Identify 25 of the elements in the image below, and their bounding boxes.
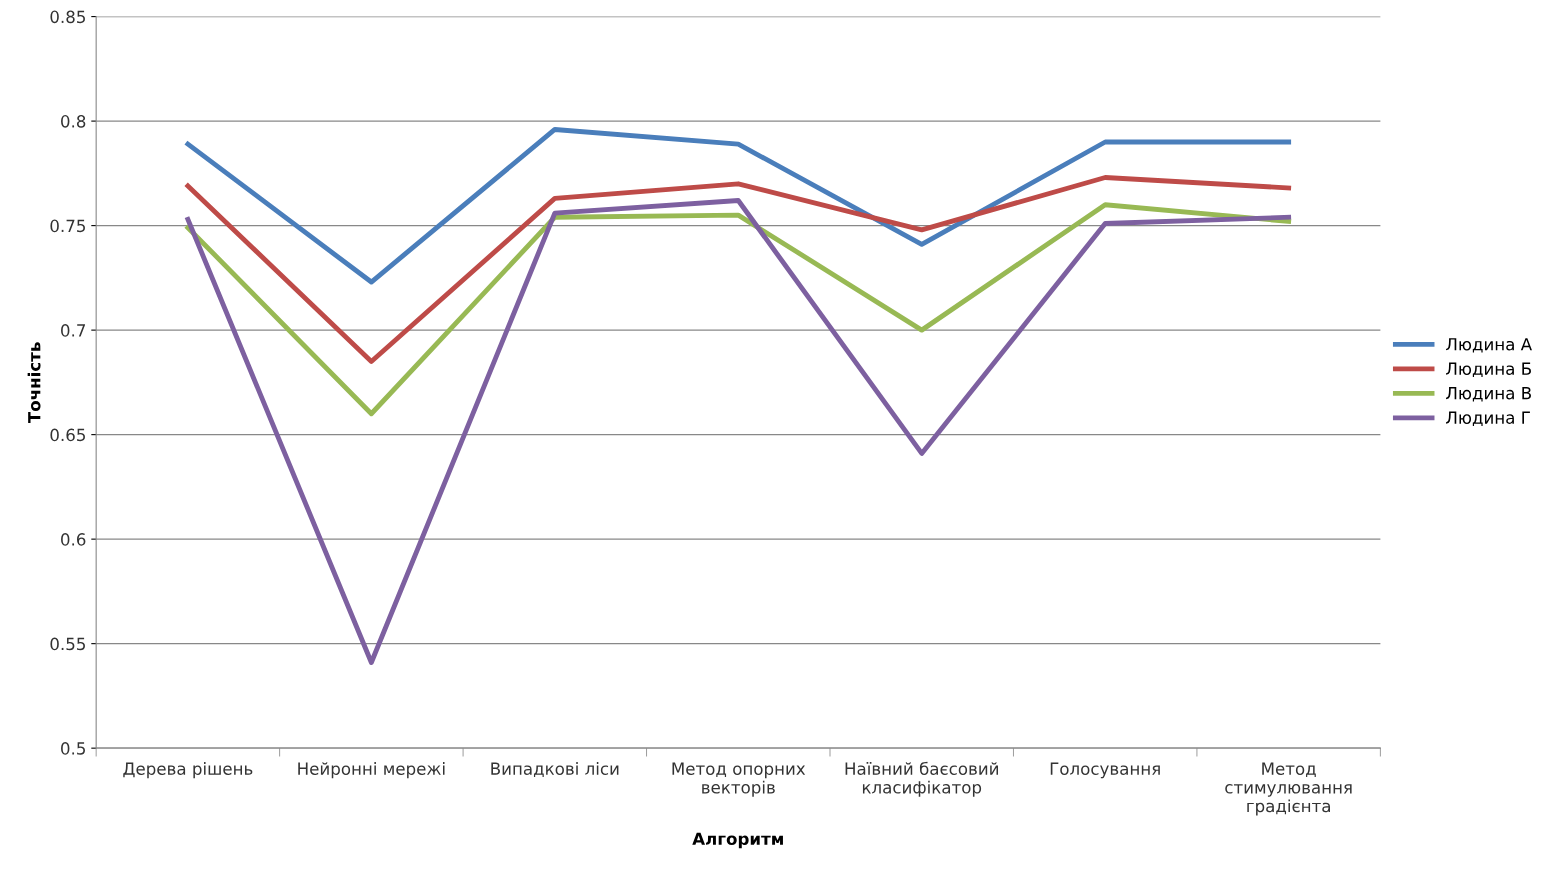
x-tick-label: Голосування bbox=[1050, 762, 1160, 779]
x-tick-label: Метод опорних векторів bbox=[672, 762, 806, 797]
line-series bbox=[185, 175, 1292, 364]
y-tick-label: 0.8 bbox=[61, 115, 86, 128]
line-series bbox=[185, 202, 1292, 417]
legend-label: Людина В bbox=[1446, 387, 1531, 402]
y-axis-title: Точність bbox=[27, 342, 41, 424]
x-tick-label: Метод стимулювання градієнта bbox=[1225, 762, 1352, 816]
y-tick-label: 0.55 bbox=[50, 637, 85, 651]
line-series bbox=[185, 127, 1292, 285]
x-tick-label: Наївний баєсовий класифікатор bbox=[845, 761, 998, 797]
y-tick-label: 0.5 bbox=[61, 742, 85, 755]
y-tick-label: 0.75 bbox=[50, 219, 85, 233]
legend-label: Людина А bbox=[1446, 338, 1532, 353]
x-tick-label: Випадкові ліси bbox=[491, 762, 619, 778]
y-tick-label: 0.7 bbox=[61, 324, 86, 337]
x-tick-label: Дерева рішень bbox=[123, 762, 253, 779]
x-tick-label: Нейронні мережі bbox=[298, 762, 445, 779]
y-tick-label: 0.85 bbox=[50, 10, 85, 24]
y-tick-label: 0.6 bbox=[61, 533, 86, 546]
y-tick-label: 0.65 bbox=[50, 428, 85, 442]
legend-label: Людина Б bbox=[1446, 362, 1531, 378]
x-axis-title: Алгоритм bbox=[692, 832, 783, 849]
line-series bbox=[185, 198, 1292, 665]
legend-label: Людина Г bbox=[1446, 411, 1530, 426]
